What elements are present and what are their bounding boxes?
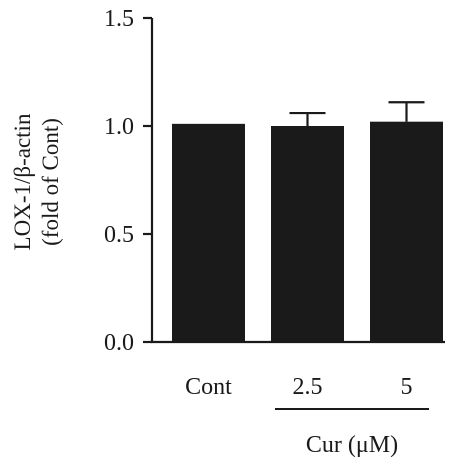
error-bars bbox=[289, 101, 425, 126]
y-ticks: 0.0 0.5 1.0 1.5 bbox=[104, 6, 152, 356]
y-axis-title-line-1: LOX-1/β-actin bbox=[10, 113, 35, 250]
x-category-labels: Cont 2.5 5 bbox=[185, 374, 412, 400]
x-category-label: 5 bbox=[401, 374, 413, 400]
bar bbox=[172, 123, 245, 342]
x-category-label: Cont bbox=[185, 374, 232, 400]
bar bbox=[271, 126, 344, 342]
bars bbox=[172, 121, 443, 343]
y-tick-label: 0.0 bbox=[104, 330, 134, 356]
y-axis-title-line-2: (fold of Cont) bbox=[38, 118, 63, 246]
y-tick-label: 1.5 bbox=[104, 6, 134, 32]
y-axis-title: LOX-1/β-actin (fold of Cont) bbox=[10, 113, 63, 250]
x-category-label: 2.5 bbox=[293, 374, 323, 400]
bar bbox=[370, 121, 443, 343]
y-tick-label: 0.5 bbox=[104, 222, 134, 248]
group-label: Cur (μM) bbox=[306, 432, 398, 458]
y-tick-label: 1.0 bbox=[104, 114, 134, 140]
group-annotation: Cur (μM) bbox=[275, 408, 429, 458]
